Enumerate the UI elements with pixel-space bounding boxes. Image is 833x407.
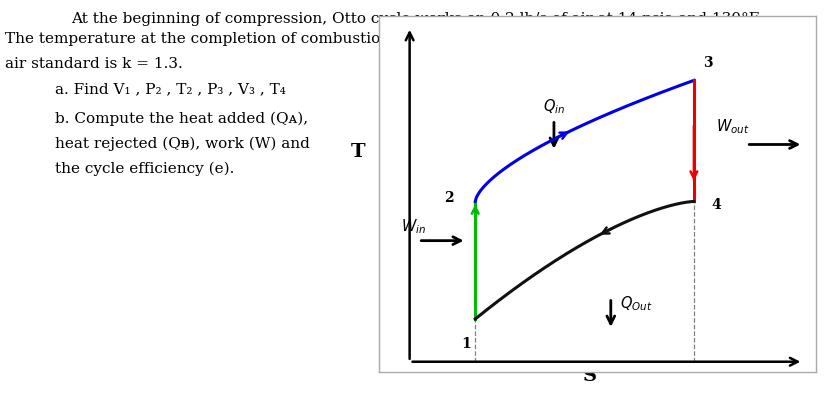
Text: 3: 3 — [703, 56, 712, 70]
Text: the cycle efficiency (e).: the cycle efficiency (e). — [55, 162, 234, 176]
Text: $W_{in}$: $W_{in}$ — [401, 217, 426, 236]
Text: S: S — [583, 367, 597, 385]
Text: b. Compute the heat added (Qᴀ),: b. Compute the heat added (Qᴀ), — [55, 112, 308, 127]
Text: 1: 1 — [461, 337, 471, 351]
Text: a. Find V₁ , P₂ , T₂ , P₃ , V₃ , T₄: a. Find V₁ , P₂ , T₂ , P₃ , V₃ , T₄ — [55, 82, 286, 96]
Text: The temperature at the completion of combustion is 4500°R, the compression ratio: The temperature at the completion of com… — [5, 32, 799, 46]
Text: T: T — [351, 143, 366, 161]
Text: 4: 4 — [711, 198, 721, 212]
Text: $W_{out}$: $W_{out}$ — [716, 117, 750, 136]
Text: At the beginning of compression, Otto cycle works on 0.2 lb/s of air at 14 psia : At the beginning of compression, Otto cy… — [71, 12, 761, 26]
Text: 2: 2 — [444, 191, 453, 205]
Text: heat rejected (Qᴃ), work (W) and: heat rejected (Qᴃ), work (W) and — [55, 137, 310, 151]
Text: air standard is k = 1.3.: air standard is k = 1.3. — [5, 57, 182, 71]
Text: $Q_{Out}$: $Q_{Out}$ — [620, 294, 652, 313]
Text: $Q_{in}$: $Q_{in}$ — [543, 97, 565, 116]
